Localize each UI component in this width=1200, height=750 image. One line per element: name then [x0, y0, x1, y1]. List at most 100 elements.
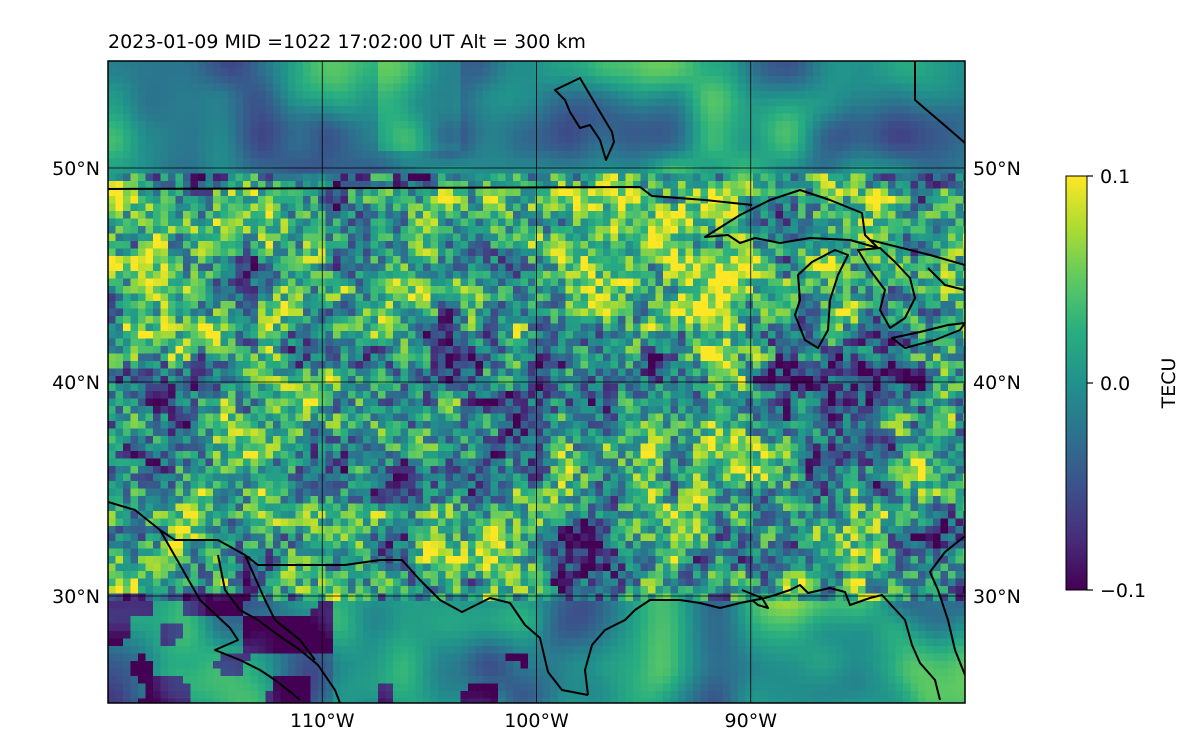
heatmap-cell [258, 383, 266, 392]
heatmap-cell [618, 128, 626, 137]
heatmap-cell [138, 368, 146, 377]
heatmap-cell [310, 76, 319, 84]
heatmap-cell [940, 76, 949, 84]
heatmap-cell [213, 233, 221, 242]
heatmap-cell [213, 83, 221, 92]
heatmap-cell [708, 128, 716, 137]
heatmap-cell [168, 121, 176, 129]
heatmap-cell [610, 256, 619, 264]
heatmap-cell [708, 173, 716, 182]
heatmap-cell [805, 316, 814, 324]
heatmap-cell [168, 338, 176, 347]
heatmap-cell [618, 218, 626, 227]
heatmap-cell [640, 113, 649, 122]
heatmap-cell [198, 98, 206, 107]
heatmap-cell [273, 173, 281, 182]
heatmap-cell [940, 151, 949, 159]
heatmap-cell [243, 128, 251, 137]
heatmap-cell [895, 173, 904, 182]
heatmap-cell [783, 173, 791, 182]
heatmap-cell [858, 346, 866, 354]
heatmap-cell [175, 278, 184, 287]
heatmap-cell [243, 256, 251, 264]
heatmap-cell [835, 263, 844, 272]
heatmap-cell [243, 136, 251, 144]
heatmap-cell [415, 278, 424, 287]
heatmap-cell [483, 68, 491, 77]
heatmap-cell [333, 293, 341, 302]
heatmap-cell [400, 158, 409, 167]
heatmap-cell [168, 308, 176, 317]
heatmap-cell [513, 263, 521, 272]
heatmap-cell [738, 181, 746, 189]
heatmap-cell [948, 68, 956, 77]
heatmap-cell [708, 121, 716, 129]
heatmap-cell [228, 286, 236, 294]
heatmap-cell [655, 233, 664, 242]
heatmap-cell [588, 241, 596, 249]
heatmap-cell [873, 136, 881, 144]
heatmap-cell [423, 166, 431, 174]
heatmap-cell [235, 376, 244, 384]
heatmap-cell [835, 218, 844, 227]
heatmap-cell [625, 76, 634, 84]
heatmap-cell [850, 368, 859, 377]
heatmap-cell [408, 136, 416, 144]
heatmap-cell [580, 151, 589, 159]
heatmap-cell [820, 293, 829, 302]
heatmap-cell [220, 61, 229, 69]
heatmap-cell [948, 293, 956, 302]
heatmap-cell [243, 196, 251, 204]
heatmap-cell [723, 353, 731, 362]
heatmap-cell [370, 218, 379, 227]
heatmap-cell [363, 151, 371, 159]
heatmap-cell [895, 293, 904, 302]
heatmap-cell [378, 218, 386, 227]
heatmap-cell [693, 136, 701, 144]
heatmap-cell [175, 346, 184, 354]
heatmap-cell [948, 203, 956, 212]
heatmap-cell [363, 263, 371, 272]
heatmap-cell [678, 308, 686, 317]
heatmap-cell [768, 211, 776, 219]
heatmap-cell [288, 248, 296, 257]
heatmap-cell [768, 331, 776, 339]
heatmap-cell [948, 353, 956, 362]
heatmap-cell [460, 188, 469, 197]
heatmap-cell [513, 196, 521, 204]
heatmap-cell [940, 181, 949, 189]
heatmap-cell [415, 218, 424, 227]
heatmap-cell [130, 83, 139, 92]
heatmap-cell [933, 241, 941, 249]
heatmap-cell [550, 256, 559, 264]
heatmap-cell [610, 361, 619, 369]
heatmap-cell [790, 323, 799, 332]
heatmap-cell [543, 91, 551, 99]
heatmap-cell [295, 293, 304, 302]
heatmap-cell [138, 91, 146, 99]
heatmap-cell [708, 136, 716, 144]
heatmap-cell [295, 188, 304, 197]
heatmap-cell [250, 106, 259, 114]
heatmap-cell [835, 203, 844, 212]
heatmap-cell [603, 211, 611, 219]
heatmap-cell [333, 226, 341, 234]
heatmap-cell [580, 211, 589, 219]
heatmap-cell [423, 188, 431, 197]
heatmap-cell [753, 218, 761, 227]
heatmap-cell [670, 361, 679, 369]
heatmap-cell [363, 346, 371, 354]
heatmap-cell [850, 91, 859, 99]
heatmap-cell [438, 278, 446, 287]
heatmap-cell [535, 143, 544, 152]
heatmap-cell [625, 361, 634, 369]
heatmap-cell [415, 83, 424, 92]
heatmap-cell [858, 68, 866, 77]
heatmap-cell [520, 166, 529, 174]
heatmap-cell [370, 188, 379, 197]
heatmap-cell [273, 301, 281, 309]
heatmap-cell [588, 136, 596, 144]
heatmap-cell [933, 61, 941, 69]
heatmap-cell [850, 203, 859, 212]
heatmap-cell [415, 368, 424, 377]
